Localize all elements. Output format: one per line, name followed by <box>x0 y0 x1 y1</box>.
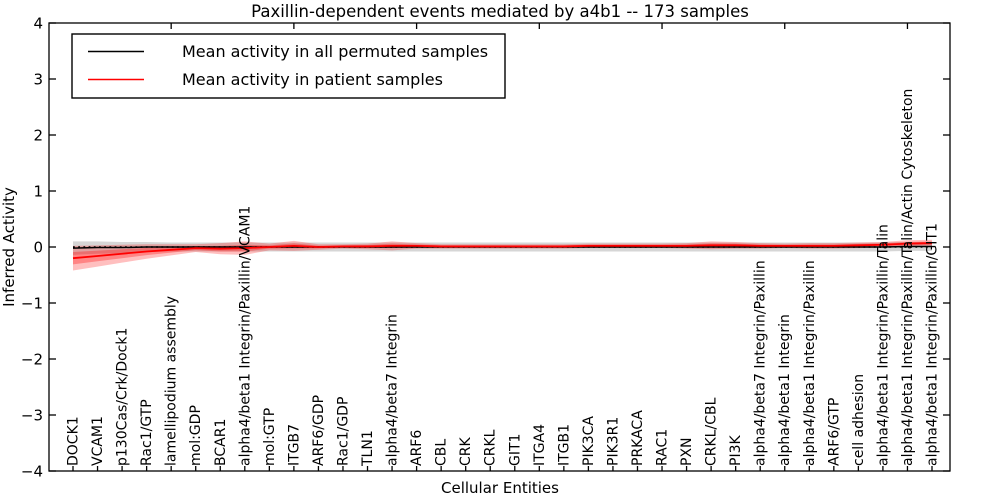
x-tick-label: alpha4/beta1 Integrin/Paxillin/VCAM1 <box>237 206 253 466</box>
x-tick-label: CBL <box>434 439 450 466</box>
x-tick-label: PI3K <box>728 435 744 466</box>
x-tick-label: PXN <box>679 437 695 466</box>
y-tick-label: 0 <box>33 239 43 257</box>
x-tick-label: CRKL/CBL <box>704 397 720 466</box>
x-tick-label: BCAR1 <box>213 419 229 466</box>
x-tick-label: mol:GTP <box>262 408 278 466</box>
patient-mean-line <box>72 242 933 260</box>
x-tick-label: alpha4/beta1 Integrin/Paxillin/Talin <box>875 224 891 466</box>
x-tick-label: cell adhesion <box>851 374 867 466</box>
plot-area: −4 −3 −2 −1 0 1 2 3 4 DOCK1 VCAM1 p130Cas/Crk/Dock1… <box>21 15 951 481</box>
y-tick-label: 2 <box>33 127 43 145</box>
y-tick-label: 4 <box>33 15 43 33</box>
x-tick-label: TLN1 <box>360 430 376 467</box>
y-tick-label: −3 <box>21 407 43 425</box>
x-tick-label: PRKACA <box>630 410 646 466</box>
x-tick-label: alpha4/beta7 Integrin/Paxillin <box>753 260 769 466</box>
x-tick-label: alpha4/beta1 Integrin <box>777 314 793 466</box>
chart-title: Paxillin-dependent events mediated by a4… <box>251 2 749 21</box>
x-tick-label: alpha4/beta1 Integrin/Paxillin <box>802 260 818 466</box>
legend-label-permuted: Mean activity in all permuted samples <box>182 42 488 61</box>
y-tick-label: 3 <box>33 71 43 89</box>
x-tick-label: alpha4/beta7 Integrin <box>385 314 401 466</box>
x-tick-label: Rac1/GDP <box>335 397 351 466</box>
y-tick-label: −2 <box>21 351 43 369</box>
x-tick-label: RAC1 <box>655 429 671 466</box>
x-tick-label: mol:GDP <box>188 405 204 466</box>
x-tick-label: p130Cas/Crk/Dock1 <box>115 328 131 466</box>
x-tick-label: ARF6/GTP <box>826 398 842 466</box>
x-tick-label: VCAM1 <box>90 416 106 466</box>
y-axis-label: Inferred Activity <box>0 187 18 307</box>
x-tick-label: CRK <box>458 436 474 466</box>
y-tick-label: −4 <box>21 463 43 481</box>
x-tick-label: alpha4/beta1 Integrin/Paxillin/Talin/Act… <box>900 89 916 466</box>
legend-label-patient: Mean activity in patient samples <box>182 70 443 89</box>
legend-box <box>71 33 506 99</box>
x-tick-label: ARF6/GDP <box>311 395 327 466</box>
x-tick-label: GIT1 <box>507 434 523 466</box>
x-tick-label: lamellipodium assembly <box>164 296 180 466</box>
legend: Mean activity in all permuted samples Me… <box>71 33 506 99</box>
x-tick-label: Rac1/GTP <box>139 399 155 466</box>
x-tick-label: ITGB7 <box>286 424 302 466</box>
x-tick-label: DOCK1 <box>66 416 82 466</box>
x-tick-label: CRKL <box>483 429 499 466</box>
x-tick-label: alpha4/beta1 Integrin/Paxillin/GIT1 <box>925 223 941 466</box>
y-tick-label: −1 <box>21 295 43 313</box>
x-tick-label: ITGA4 <box>532 424 548 466</box>
x-tick-label: PIK3R1 <box>605 417 621 466</box>
x-axis-label: Cellular Entities <box>441 479 559 497</box>
y-tick-label: 1 <box>33 183 43 201</box>
x-tick-label: ITGB1 <box>556 424 572 466</box>
x-tick-label: ARF6 <box>409 430 425 466</box>
x-tick-label: PIK3CA <box>581 416 597 466</box>
